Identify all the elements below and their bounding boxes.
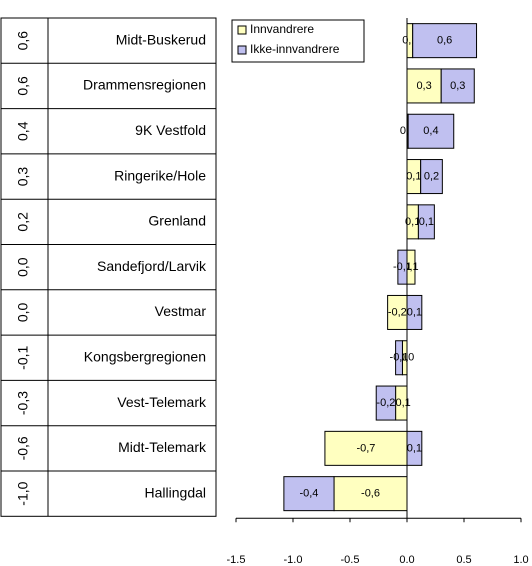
category-label: Sandefjord/Larvik bbox=[97, 258, 207, 274]
category-label: 9K Vestfold bbox=[135, 122, 206, 138]
row-frame bbox=[0, 17, 217, 517]
category-label: Drammensregionen bbox=[83, 77, 206, 93]
bar bbox=[412, 23, 478, 59]
value-label: 0,1 bbox=[405, 216, 420, 228]
bar bbox=[397, 249, 408, 285]
total-label: 0,0 bbox=[15, 257, 31, 277]
x-tick-label: -1.5 bbox=[227, 554, 246, 566]
value-label: -0,7 bbox=[356, 442, 375, 454]
total-label: 0,3 bbox=[15, 167, 31, 187]
total-label: -1,0 bbox=[15, 481, 31, 505]
value-label: 0,3 bbox=[450, 80, 465, 92]
total-label: 0,6 bbox=[15, 31, 31, 51]
total-label: -0,1 bbox=[15, 345, 31, 369]
value-label: -0,1 bbox=[392, 397, 411, 409]
value-label: 0,1 bbox=[407, 306, 422, 318]
total-label: -0,6 bbox=[15, 436, 31, 460]
bar bbox=[406, 430, 423, 466]
bar bbox=[395, 340, 403, 376]
total-label: -0,3 bbox=[15, 391, 31, 415]
value-label: 0,1 bbox=[407, 442, 422, 454]
category-label: Midt-Telemark bbox=[118, 439, 207, 455]
legend-swatch bbox=[237, 45, 247, 55]
bar bbox=[283, 476, 335, 512]
total-label: 0,4 bbox=[15, 121, 31, 141]
category-label: Vestmar bbox=[155, 303, 207, 319]
bar bbox=[324, 430, 408, 466]
legend-swatch bbox=[237, 25, 247, 35]
value-label: 0,3 bbox=[416, 80, 431, 92]
total-label: 0,0 bbox=[15, 303, 31, 323]
value-label: 0,1 bbox=[419, 216, 434, 228]
value-label: -0,6 bbox=[361, 488, 380, 500]
value-label: -0,1 bbox=[390, 352, 409, 364]
bar bbox=[333, 476, 408, 512]
value-label: -0,1 bbox=[393, 261, 412, 273]
x-tick-label: 1.0 bbox=[513, 554, 528, 566]
category-label: Kongsbergregionen bbox=[84, 348, 206, 364]
value-label: 0,2 bbox=[424, 170, 439, 182]
value-label: -0,2 bbox=[388, 306, 407, 318]
category-label: Midt-Buskerud bbox=[116, 31, 206, 47]
legend-label: Ikke-innvandrere bbox=[250, 42, 340, 56]
bar bbox=[420, 159, 443, 195]
total-label: 0,6 bbox=[15, 76, 31, 96]
value-label: 0,4 bbox=[423, 125, 438, 137]
value-label: -0,2 bbox=[376, 397, 395, 409]
legend-box bbox=[231, 19, 365, 63]
bar bbox=[440, 68, 475, 104]
value-label: -0,4 bbox=[299, 488, 318, 500]
bar bbox=[375, 385, 397, 421]
x-tick-label: 0.5 bbox=[456, 554, 471, 566]
category-label: Hallingdal bbox=[145, 484, 206, 500]
value-label: 0,1 bbox=[406, 170, 421, 182]
bar bbox=[417, 204, 435, 240]
value-label: 0,6 bbox=[437, 35, 452, 47]
total-label: 0,2 bbox=[15, 212, 31, 232]
x-tick-label: 0.0 bbox=[399, 554, 414, 566]
x-tick-label: -1.0 bbox=[284, 554, 303, 566]
category-label: Vest-Telemark bbox=[117, 394, 207, 410]
category-label: Ringerike/Hole bbox=[114, 167, 206, 183]
bar bbox=[406, 68, 442, 104]
x-tick-label: -0.5 bbox=[341, 554, 360, 566]
bar bbox=[407, 113, 455, 149]
bar bbox=[406, 294, 423, 330]
category-label: Grenland bbox=[148, 213, 206, 229]
legend-label: Innvandrere bbox=[250, 22, 314, 36]
